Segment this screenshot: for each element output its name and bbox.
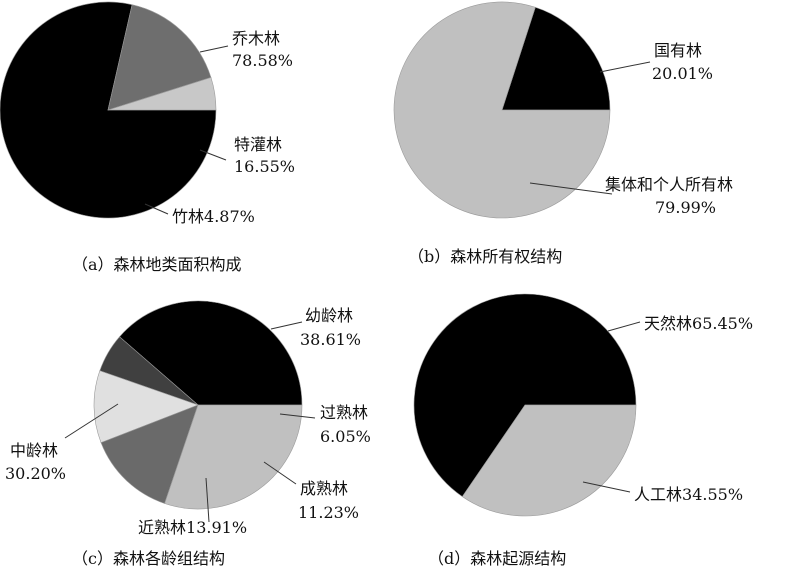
chart-caption: （b）森林所有权结构	[408, 247, 562, 266]
slice-value: 11.23%	[298, 503, 359, 522]
slice-value: 30.20%	[5, 464, 66, 483]
slice-name: 人工林	[634, 485, 682, 504]
slice-name: 过熟林	[320, 403, 368, 422]
pie-slice-guoyoulin	[501, 6, 611, 111]
pie-slice-zhonglinglin	[164, 404, 303, 510]
slice-name: 乔木林	[232, 29, 280, 48]
slice-name: 天然林	[644, 314, 692, 333]
slice-name: 国有林	[654, 41, 702, 60]
label-guoyoulin: 国有林 20.01%	[599, 41, 713, 83]
label-guoshulin: 过熟林 6.05%	[279, 403, 371, 446]
slice-name: 竹林	[172, 207, 204, 226]
slice-value: 20.01%	[652, 64, 713, 83]
label-zhulin: 竹林4.87%	[144, 203, 255, 226]
slice-value: 38.61%	[300, 330, 361, 349]
slice-value: 13.91%	[186, 518, 247, 537]
pie-chart-c: 幼龄林 38.61% 过熟林 6.05% 成熟林 11.23% 近熟林13.91…	[5, 300, 371, 568]
slice-value: 6.05%	[320, 427, 371, 446]
slice-value: 65.45%	[692, 314, 753, 333]
label-zhonglinglin: 中龄林 30.20%	[5, 403, 119, 483]
slice-value: 78.58%	[232, 51, 293, 70]
slice-name: 近熟林	[138, 518, 186, 537]
chart-caption: （c）森林各龄组结构	[72, 549, 225, 568]
pie-slice-zhulin	[107, 77, 217, 111]
pie-slice-rengonglin	[461, 404, 637, 517]
svg-text:人工林34.55%: 人工林34.55%	[634, 485, 743, 504]
slice-value: 4.87%	[204, 207, 255, 226]
pie-slice-qiaomulin	[0, 1, 217, 219]
chart-caption: （a）森林地类面积构成	[72, 255, 242, 274]
slice-value: 16.55%	[234, 157, 295, 176]
svg-text:竹林4.87%: 竹林4.87%	[172, 207, 255, 226]
slice-value: 34.55%	[682, 485, 743, 504]
pie-slice-chengshulin	[93, 370, 199, 444]
label-rengonglin: 人工林34.55%	[582, 481, 743, 504]
slice-value: 79.99%	[655, 198, 716, 217]
pie-chart-b: 国有林 20.01% 集体和个人所有林 79.99% （b）森林所有权结构	[393, 1, 733, 266]
label-teguanlin: 特灌林 16.55%	[199, 135, 295, 176]
pie-slice-teguanlin	[107, 4, 212, 111]
svg-text:近熟林13.91%: 近熟林13.91%	[138, 518, 247, 537]
pie-chart-a: 乔木林 78.58% 特灌林 16.55% 竹林4.87% （a）森林地类面积构…	[0, 1, 295, 274]
label-jinshulin: 近熟林13.91%	[138, 477, 247, 537]
pie-slice-tianranlin	[413, 293, 637, 498]
label-qiaomulin: 乔木林 78.58%	[199, 29, 293, 70]
label-chengshulin: 成熟林 11.23%	[263, 461, 359, 522]
chart-caption: （d）森林起源结构	[428, 549, 566, 568]
slice-name: 特灌林	[234, 135, 282, 154]
slice-name: 幼龄林	[305, 306, 353, 325]
pie-slice-younglin	[119, 300, 303, 406]
slice-name: 成熟林	[300, 479, 348, 498]
pie-chart-d: 天然林65.45% 人工林34.55% （d）森林起源结构	[413, 293, 753, 568]
label-jiti: 集体和个人所有林 79.99%	[529, 175, 733, 217]
pie-slice-jiti-geren	[393, 1, 611, 219]
label-tianranlin: 天然林65.45%	[607, 314, 753, 333]
slice-name: 集体和个人所有林	[605, 175, 733, 194]
slice-name: 中龄林	[10, 441, 58, 460]
pie-slice-jinshulin	[100, 404, 199, 504]
svg-text:天然林65.45%: 天然林65.45%	[644, 314, 753, 333]
label-younglin: 幼龄林 38.61%	[270, 306, 361, 349]
